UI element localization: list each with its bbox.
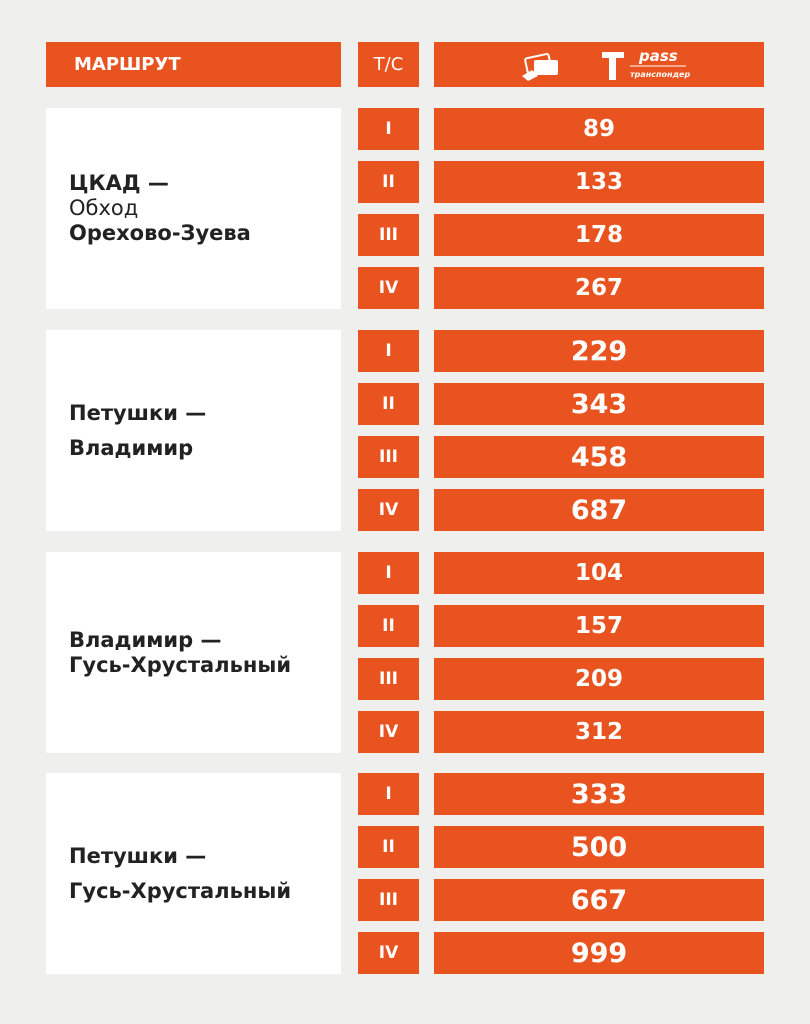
vehicle-class: I bbox=[358, 552, 419, 594]
price: 343 bbox=[434, 383, 764, 425]
price: 458 bbox=[434, 436, 764, 478]
card-icon bbox=[534, 60, 558, 75]
hand-icon bbox=[522, 70, 538, 81]
vehicle-class: II bbox=[358, 605, 419, 647]
price: 687 bbox=[434, 489, 764, 531]
t-logo bbox=[602, 52, 624, 80]
vehicle-class: I bbox=[358, 773, 419, 815]
price: 178 bbox=[434, 214, 764, 256]
brand-caption: транспондер bbox=[630, 70, 690, 79]
route-name-line: ЦКАД — bbox=[69, 171, 169, 195]
price: 133 bbox=[434, 161, 764, 203]
price: 229 bbox=[434, 330, 764, 372]
route-name: ЦКАД — Обход Орехово-Зуева bbox=[46, 108, 341, 309]
vehicle-class: III bbox=[358, 879, 419, 921]
route-name-line: Владимир — bbox=[69, 627, 222, 652]
vehicle-class: IV bbox=[358, 932, 419, 974]
vehicle-class: IV bbox=[358, 711, 419, 753]
price: 333 bbox=[434, 773, 764, 815]
vehicle-class: II bbox=[358, 826, 419, 868]
price: 999 bbox=[434, 932, 764, 974]
price: 209 bbox=[434, 658, 764, 700]
price: 312 bbox=[434, 711, 764, 753]
price: 667 bbox=[434, 879, 764, 921]
vehicle-class: III bbox=[358, 658, 419, 700]
route-name-line: Гусь-Хрустальный bbox=[69, 878, 292, 903]
route-name: Владимир — Гусь-Хрустальный bbox=[46, 552, 341, 753]
vehicle-class: I bbox=[358, 108, 419, 150]
route-name: Петушки — Владимир bbox=[46, 330, 341, 531]
header-icons: pass транспондер bbox=[522, 47, 690, 81]
vehicle-class: III bbox=[358, 214, 419, 256]
price: 500 bbox=[434, 826, 764, 868]
vehicle-class: II bbox=[358, 161, 419, 203]
route-name-line: Владимир bbox=[69, 435, 194, 460]
route-name-line: Петушки — bbox=[69, 843, 207, 868]
route-name-line: Обход bbox=[69, 196, 139, 220]
route-name-line: Орехово-Зуева bbox=[69, 221, 251, 245]
price: 157 bbox=[434, 605, 764, 647]
vehicle-header: Т/С bbox=[358, 42, 419, 87]
vehicle-class: II bbox=[358, 383, 419, 425]
brand: pass bbox=[638, 47, 678, 65]
route-name-line: Петушки — bbox=[69, 400, 207, 425]
price: 267 bbox=[434, 267, 764, 309]
vehicle-class: IV bbox=[358, 267, 419, 309]
vehicle-class: III bbox=[358, 436, 419, 478]
vehicle-class: I bbox=[358, 330, 419, 372]
route-name: Петушки — Гусь-Хрустальный bbox=[46, 773, 341, 974]
vehicle-class: IV bbox=[358, 489, 419, 531]
price-header: pass транспондер bbox=[434, 42, 764, 87]
route-name-line: Гусь-Хрустальный bbox=[69, 652, 292, 677]
price: 104 bbox=[434, 552, 764, 594]
price: 89 bbox=[434, 108, 764, 150]
route-header: МАРШРУТ bbox=[46, 42, 341, 87]
